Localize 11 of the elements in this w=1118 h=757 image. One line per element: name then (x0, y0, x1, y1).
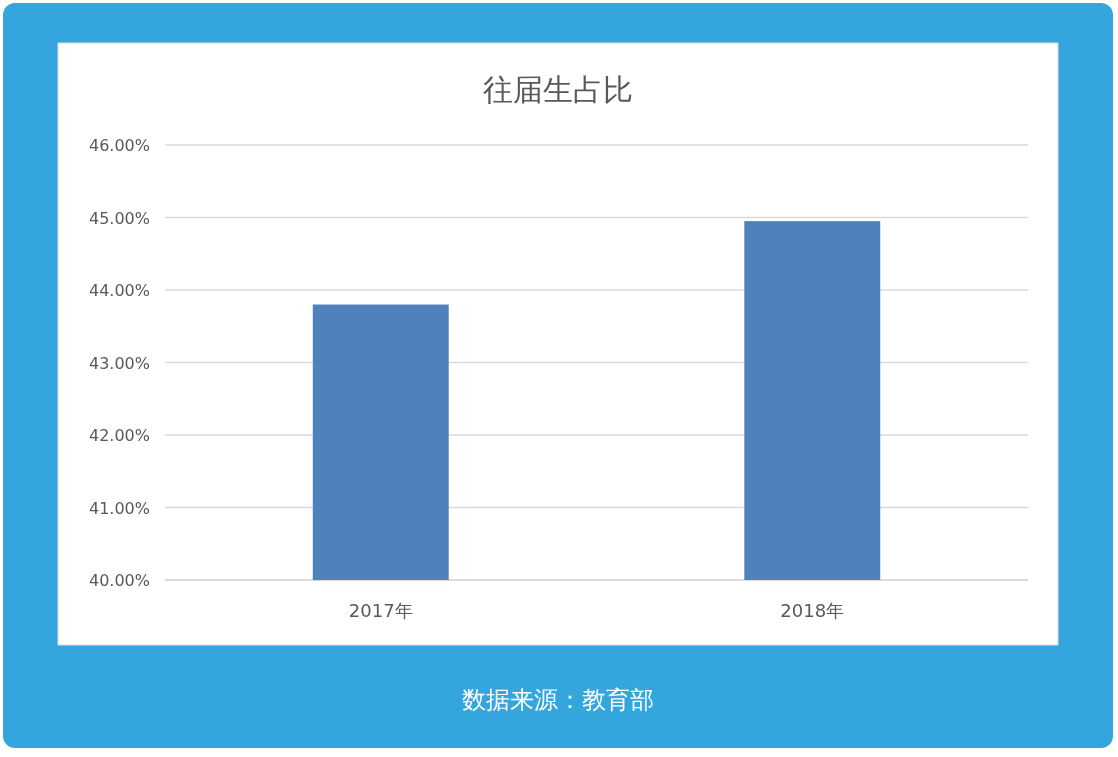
y-tick-label: 44.00% (88, 281, 150, 300)
chart-title: 往届生占比 (483, 72, 633, 107)
source-note: 数据来源：教育部 (462, 686, 654, 714)
y-tick-label: 45.00% (88, 208, 150, 228)
x-tick-label: 2017年 (348, 600, 413, 621)
y-tick-label: 43.00% (88, 353, 150, 373)
y-tick-label: 40.00% (88, 571, 150, 590)
y-tick-label: 41.00% (88, 498, 150, 518)
x-tick-label: 2018年 (780, 600, 845, 621)
y-tick-label: 42.00% (88, 426, 150, 445)
y-tick-label: 46.00% (88, 136, 150, 155)
